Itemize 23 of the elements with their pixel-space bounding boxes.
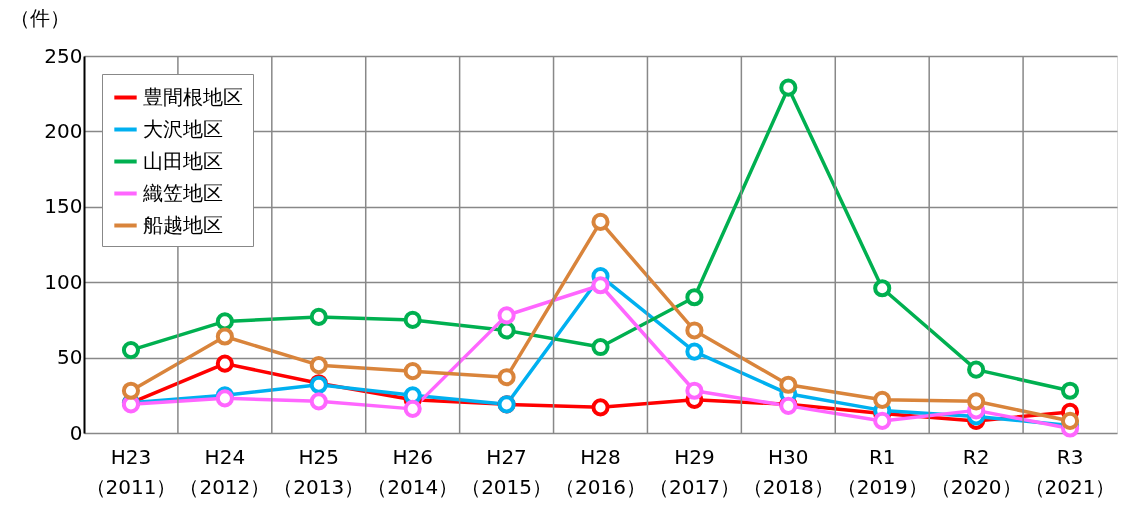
- x-tick-label: H23 （2011）: [85, 445, 177, 499]
- y-axis-title: （件）: [9, 5, 70, 30]
- y-tick-label: 200: [44, 118, 83, 143]
- x-tick-label: H25 （2013）: [273, 445, 365, 499]
- legend-label: 織笠地区: [142, 180, 223, 205]
- x-tick-label: H28 （2016）: [555, 445, 646, 499]
- x-tick-label: H29 （2017）: [648, 445, 740, 499]
- legend-label: 豊間根地区: [143, 84, 243, 109]
- x-tick-label: R3 （2021）: [1024, 445, 1116, 499]
- x-tick-label: H26 （2014）: [367, 445, 459, 499]
- y-tick-label: 50: [57, 345, 83, 370]
- y-tick-label: 150: [44, 194, 83, 219]
- y-tick-label: 0: [69, 420, 83, 445]
- x-tick-label: R1 （2019）: [836, 445, 928, 499]
- x-tick-label: H27 （2015）: [461, 445, 553, 499]
- legend-label: 山田地区: [143, 148, 223, 173]
- y-tick-label: 250: [44, 43, 83, 68]
- legend-label: 船越地区: [143, 212, 223, 237]
- y-tick-label: 100: [44, 269, 83, 294]
- x-tick-label: H30 （2018）: [742, 445, 834, 499]
- x-tick-label: R2 （2020）: [930, 445, 1022, 499]
- x-tick-label: H24 （2012）: [179, 445, 271, 499]
- legend-label: 大沢地区: [143, 116, 223, 141]
